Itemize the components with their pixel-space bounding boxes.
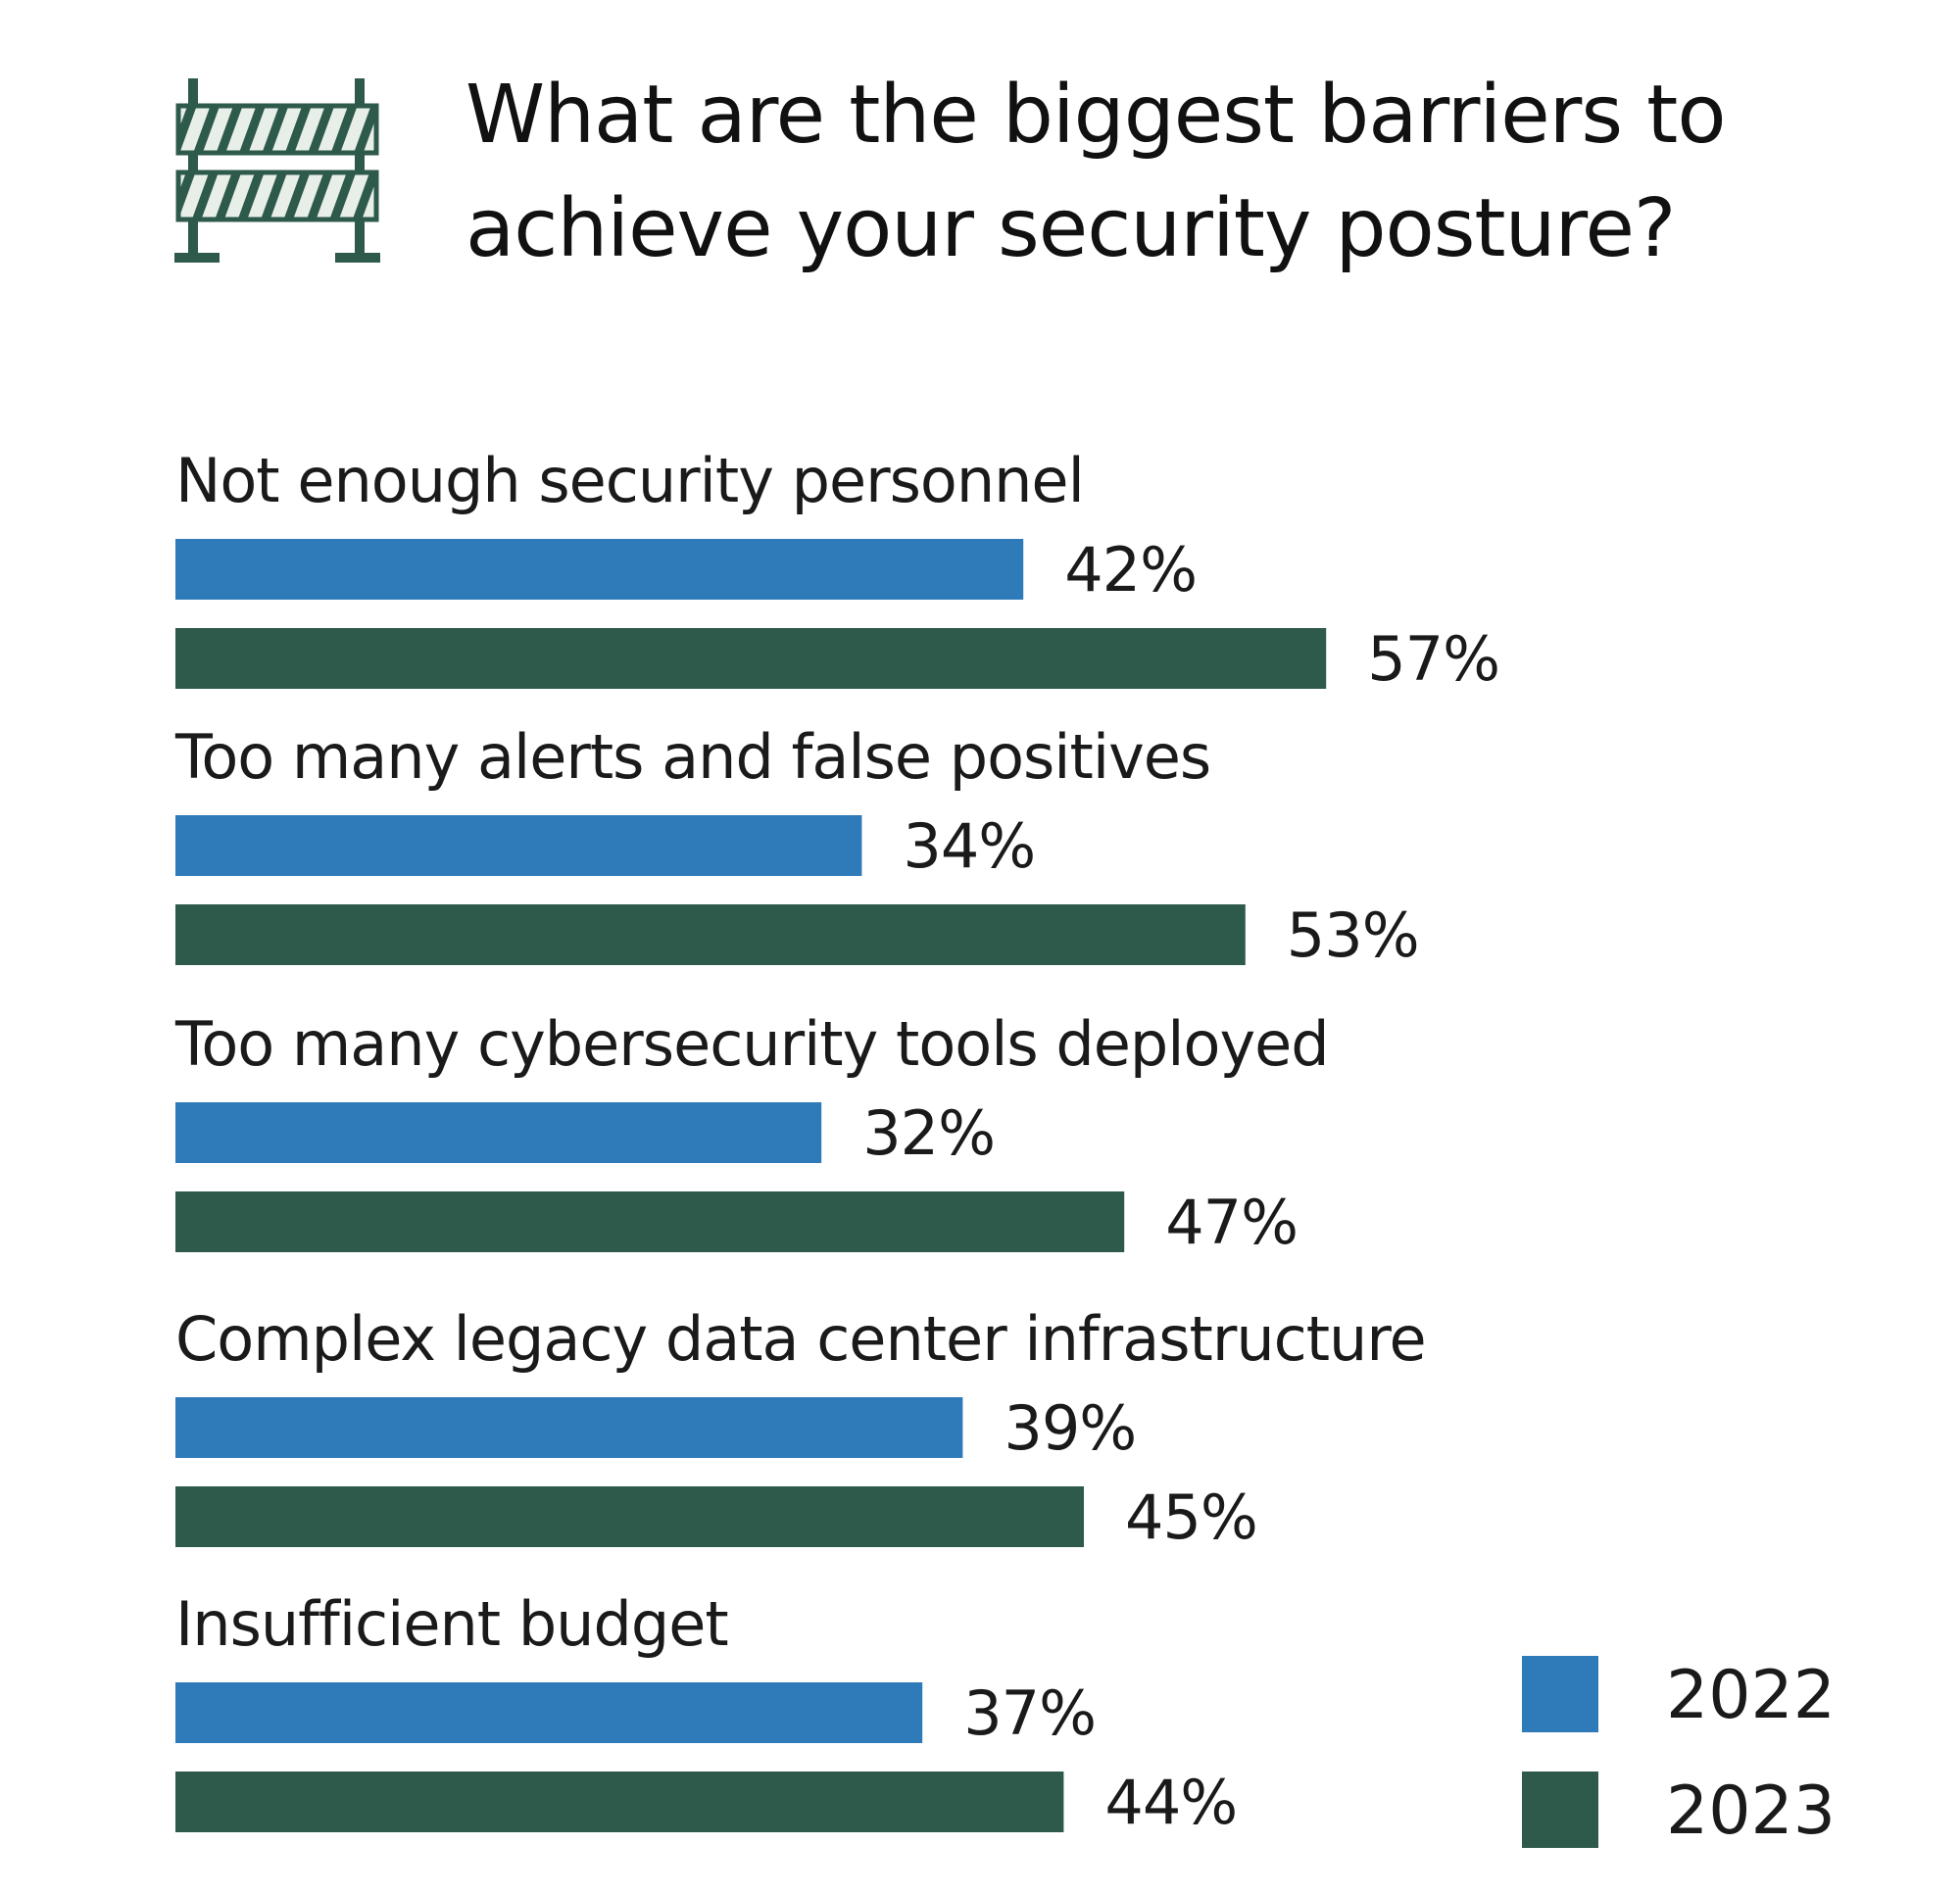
category-label: Insufficient budget bbox=[175, 1588, 728, 1660]
data-label: 34% bbox=[903, 810, 1035, 882]
data-label: 44% bbox=[1104, 1767, 1237, 1838]
legend-swatch-2023 bbox=[1522, 1772, 1598, 1848]
category-label: Too many alerts and false positives bbox=[174, 721, 1210, 793]
bar-2022 bbox=[175, 539, 1024, 600]
bar-2022 bbox=[175, 1682, 923, 1743]
legend-label: 2022 bbox=[1666, 1657, 1836, 1734]
data-label: 42% bbox=[1064, 534, 1197, 606]
chart-title: What are the biggest barriers to achieve… bbox=[466, 69, 1727, 275]
bar-2023 bbox=[175, 628, 1327, 689]
data-label: 57% bbox=[1367, 623, 1499, 695]
category-label: Not enough security personnel bbox=[175, 445, 1084, 516]
bar-2022 bbox=[175, 1397, 963, 1458]
road-barrier-icon bbox=[174, 78, 380, 263]
bar-2023 bbox=[175, 1486, 1084, 1547]
data-label: 53% bbox=[1287, 899, 1419, 971]
bar-2023 bbox=[175, 1191, 1125, 1252]
bar-2023 bbox=[175, 1772, 1064, 1832]
category-label: Too many cybersecurity tools deployed bbox=[174, 1008, 1329, 1080]
data-label: 39% bbox=[1004, 1392, 1136, 1464]
legend-swatch-2022 bbox=[1522, 1656, 1598, 1732]
data-label: 37% bbox=[963, 1677, 1096, 1749]
data-label: 47% bbox=[1165, 1187, 1298, 1258]
data-label: 32% bbox=[862, 1097, 995, 1169]
bar-2022 bbox=[175, 815, 862, 876]
category-label: Complex legacy data center infrastructur… bbox=[175, 1303, 1426, 1375]
legend-label: 2023 bbox=[1666, 1772, 1836, 1850]
data-label: 45% bbox=[1125, 1481, 1257, 1553]
bar-2023 bbox=[175, 904, 1246, 965]
bar-2022 bbox=[175, 1102, 822, 1163]
